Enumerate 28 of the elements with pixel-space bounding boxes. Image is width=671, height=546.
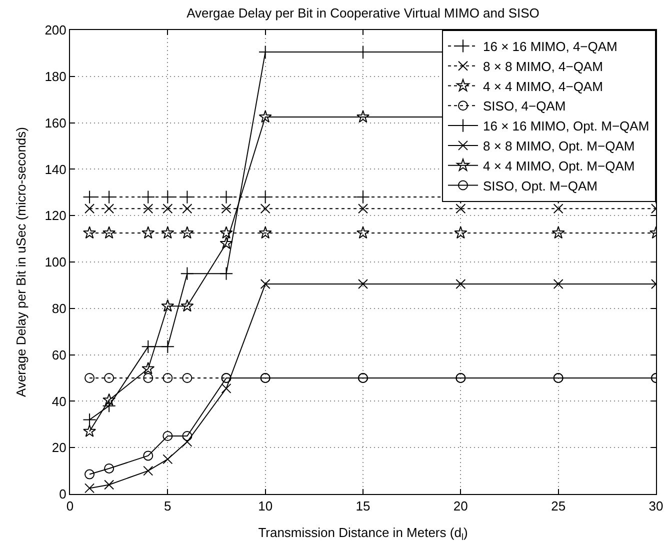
- legend-label: 16 × 16 MIMO, Opt. M−QAM: [483, 118, 650, 134]
- x-axis-title: Transmission Distance in Meters (d$_{l}$): [258, 525, 468, 542]
- y-tick-label: 60: [52, 347, 66, 362]
- chart-title: Avergae Delay per Bit in Cooperative Virtual MIMO and SISO: [186, 5, 540, 20]
- y-tick-label: 0: [59, 486, 66, 502]
- x-tick-label: 5: [164, 498, 172, 514]
- y-tick-label: 140: [44, 162, 66, 177]
- y-tick-label: 20: [52, 440, 66, 456]
- y-axis-title: Average Delay per Bit in uSec (micro-seconds): [14, 127, 29, 397]
- y-tick-label: 100: [44, 254, 66, 270]
- y-tick-label: 180: [44, 68, 66, 84]
- legend-label: 8 × 8 MIMO, 4−QAM: [483, 58, 603, 74]
- x-tick-label: 25: [551, 498, 566, 514]
- legend-label: 4 × 4 MIMO, 4−QAM: [483, 78, 603, 94]
- y-tick-label: 80: [52, 300, 66, 316]
- legend-label: SISO, Opt. M−QAM: [483, 178, 598, 194]
- legend-label: 4 × 4 MIMO, Opt. M−QAM: [483, 158, 635, 174]
- legend-label: 8 × 8 MIMO, Opt. M−QAM: [483, 138, 635, 154]
- y-tick-label: 120: [44, 208, 66, 224]
- legend-label: SISO, 4−QAM: [483, 98, 566, 114]
- x-tick-label: 10: [258, 498, 273, 514]
- x-tick-label: 15: [356, 498, 370, 514]
- x-tick-label: 30: [648, 498, 664, 514]
- y-tick-label: 40: [52, 394, 66, 409]
- y-tick-label: 200: [44, 22, 66, 38]
- y-tick-label: 160: [44, 115, 66, 130]
- legend-label: 16 × 16 MIMO, 4−QAM: [483, 39, 618, 54]
- x-tick-label: 20: [453, 498, 468, 514]
